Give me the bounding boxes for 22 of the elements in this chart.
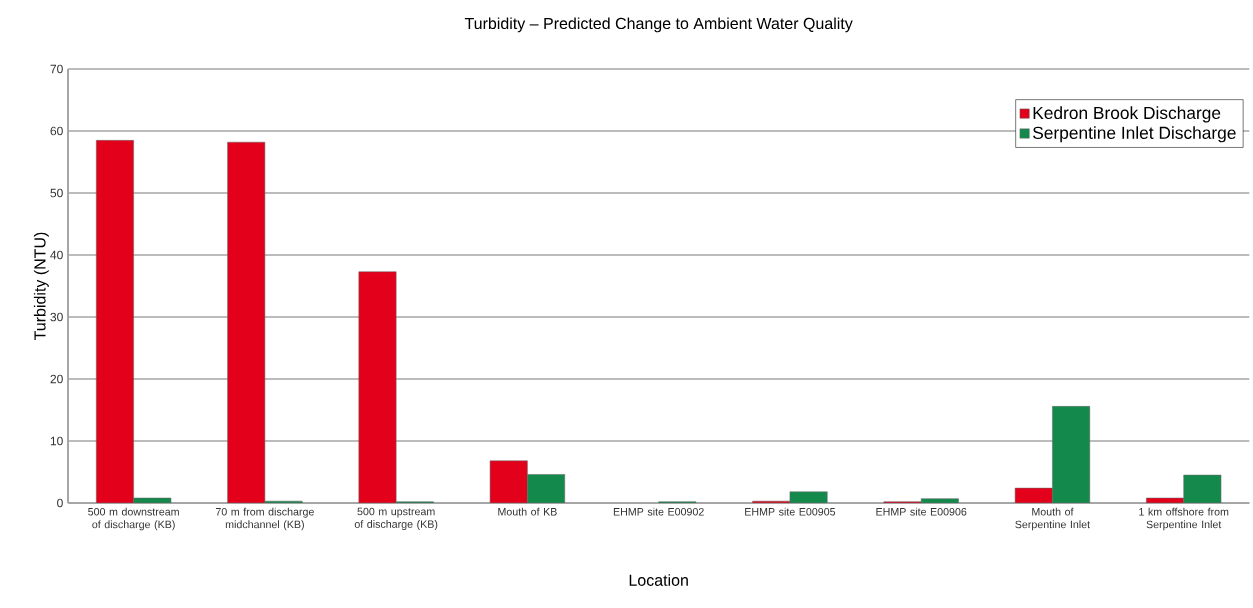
y-tick-label: 30 xyxy=(50,312,63,322)
x-tick-label: 500 m upstream of discharge (KB) xyxy=(354,507,438,531)
legend-label: Kedron Brook Discharge xyxy=(1033,106,1221,123)
y-axis-title: Turbidity (NTU) xyxy=(33,232,49,341)
chart-title: Turbidity – Predicted Change to Ambient Water Quality xyxy=(464,17,853,33)
y-tick-label: 0 xyxy=(57,498,63,508)
y-tick-label: 70 xyxy=(50,64,63,74)
y-tick-label: 50 xyxy=(50,188,63,198)
x-tick-label: EHMP site E00905 xyxy=(745,507,836,516)
y-tick-label: 20 xyxy=(50,374,63,384)
x-tick-label: 500 m downstream of discharge (KB) xyxy=(88,507,179,531)
x-tick-label: EHMP site E00906 xyxy=(876,507,967,516)
x-tick-label: EHMP site E00902 xyxy=(613,507,704,516)
x-tick-label: Mouth of Serpentine Inlet xyxy=(1015,507,1091,531)
legend-label: Serpentine Inlet Discharge xyxy=(1033,126,1236,143)
x-axis-title: Location xyxy=(629,574,688,586)
y-tick-label: 10 xyxy=(50,436,63,446)
x-tick-label: Mouth of KB xyxy=(498,507,557,516)
y-tick-label: 60 xyxy=(50,126,63,136)
x-tick-label: 70 m from discharge midchannel (KB) xyxy=(215,507,314,531)
x-tick-label: 1 km offshore from Serpentine Inlet xyxy=(1139,507,1229,531)
y-tick-label: 40 xyxy=(50,250,63,260)
